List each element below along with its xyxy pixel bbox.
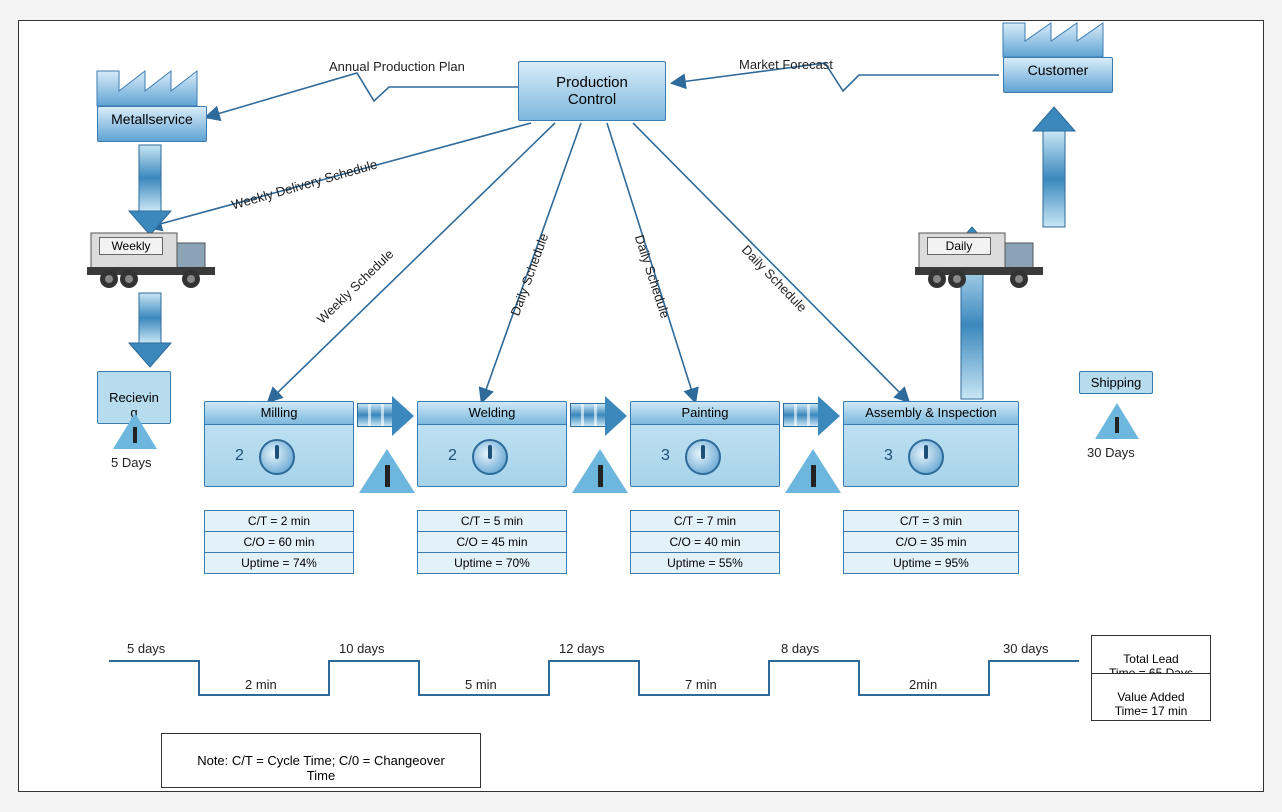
co-row: C/O = 60 min — [204, 531, 354, 553]
sched-label-3: Daily Schedule — [632, 233, 673, 320]
operator-dial-icon — [685, 439, 721, 475]
shipping-label: Shipping — [1091, 375, 1142, 390]
supplier-factory-icon — [97, 71, 197, 106]
ct-row: C/T = 2 min — [204, 510, 354, 532]
value-added-text: Value Added Time= 17 min — [1115, 690, 1188, 718]
up-row: Uptime = 70% — [417, 552, 567, 574]
customer-label: Customer — [1028, 62, 1089, 78]
truck-to-receiving-arrow — [129, 293, 171, 367]
lead-3: 8 days — [781, 641, 819, 656]
sched-arrow-1 — [269, 123, 555, 401]
process-welding: Welding 2 — [417, 401, 567, 487]
push-arrow-2 — [570, 403, 606, 427]
process-title: Milling — [261, 405, 298, 420]
lead-0: 5 days — [127, 641, 165, 656]
lead-1: 10 days — [339, 641, 385, 656]
annual-plan-label: Annual Production Plan — [329, 59, 465, 74]
operator-count: 3 — [661, 447, 670, 465]
supplier-truck-freq: Weekly — [99, 237, 163, 255]
operator-dial-icon — [472, 439, 508, 475]
va-0: 2 min — [245, 677, 277, 692]
process-painting: Painting 3 — [630, 401, 780, 487]
process-assembly-data: C/T = 3 min C/O = 35 min Uptime = 95% — [843, 511, 1019, 574]
up-row: Uptime = 95% — [843, 552, 1019, 574]
market-forecast-label: Market Forecast — [739, 57, 833, 72]
receiving-tri-icon — [113, 413, 157, 449]
wip-tri-1 — [359, 449, 415, 493]
customer-box: Customer — [1003, 57, 1113, 93]
co-row: C/O = 35 min — [843, 531, 1019, 553]
co-row: C/O = 45 min — [417, 531, 567, 553]
sched-label-4: Daily Schedule — [739, 242, 810, 315]
va-3: 2min — [909, 677, 937, 692]
operator-count: 3 — [884, 447, 893, 465]
customer-truck-freq: Daily — [927, 237, 991, 255]
production-control-label: Production Control — [556, 74, 628, 108]
process-title: Assembly & Inspection — [865, 405, 997, 420]
supplier-down-arrow — [129, 145, 171, 235]
push-arrow-1 — [357, 403, 393, 427]
process-painting-data: C/T = 7 min C/O = 40 min Uptime = 55% — [630, 511, 780, 574]
operator-count: 2 — [448, 447, 457, 465]
market-forecast-arrow — [673, 63, 999, 91]
weekly-delivery-label: Weekly Delivery Schedule — [230, 157, 379, 213]
ct-row: C/T = 3 min — [843, 510, 1019, 532]
operator-dial-icon — [259, 439, 295, 475]
shipping-days: 30 Days — [1087, 445, 1135, 460]
shipping-box: Shipping — [1079, 371, 1153, 394]
process-assembly: Assembly & Inspection 3 — [843, 401, 1019, 487]
sched-label-2: Daily Schedule — [507, 231, 551, 318]
annual-plan-arrow — [207, 73, 518, 117]
process-title: Welding — [469, 405, 516, 420]
process-milling: Milling 2 — [204, 401, 354, 487]
lead-2: 12 days — [559, 641, 605, 656]
note-box: Note: C/T = Cycle Time; C/0 = Changeover… — [161, 733, 481, 788]
supplier-box: Metallservice — [97, 106, 207, 142]
ct-row: C/T = 7 min — [630, 510, 780, 532]
note-text: Note: C/T = Cycle Time; C/0 = Changeover… — [197, 753, 445, 783]
supplier-label: Metallservice — [111, 111, 193, 127]
up-row: Uptime = 55% — [630, 552, 780, 574]
truck-to-customer-arrow — [1033, 107, 1075, 227]
sched-arrow-4 — [633, 123, 908, 401]
va-2: 7 min — [685, 677, 717, 692]
process-title: Painting — [682, 405, 729, 420]
process-welding-data: C/T = 5 min C/O = 45 min Uptime = 70% — [417, 511, 567, 574]
lead-4: 30 days — [1003, 641, 1049, 656]
wip-tri-3 — [785, 449, 841, 493]
operator-count: 2 — [235, 447, 244, 465]
va-1: 5 min — [465, 677, 497, 692]
receiving-days: 5 Days — [111, 455, 151, 470]
up-row: Uptime = 74% — [204, 552, 354, 574]
ct-row: C/T = 5 min — [417, 510, 567, 532]
operator-dial-icon — [908, 439, 944, 475]
co-row: C/O = 40 min — [630, 531, 780, 553]
wip-tri-2 — [572, 449, 628, 493]
process-milling-data: C/T = 2 min C/O = 60 min Uptime = 74% — [204, 511, 354, 574]
production-control-box: Production Control — [518, 61, 666, 121]
customer-factory-icon — [1003, 23, 1103, 57]
push-arrow-3 — [783, 403, 819, 427]
sched-label-1: Weekly Schedule — [314, 246, 397, 326]
value-added-cell: Value Added Time= 17 min — [1091, 673, 1211, 721]
shipping-tri-icon — [1095, 403, 1139, 439]
